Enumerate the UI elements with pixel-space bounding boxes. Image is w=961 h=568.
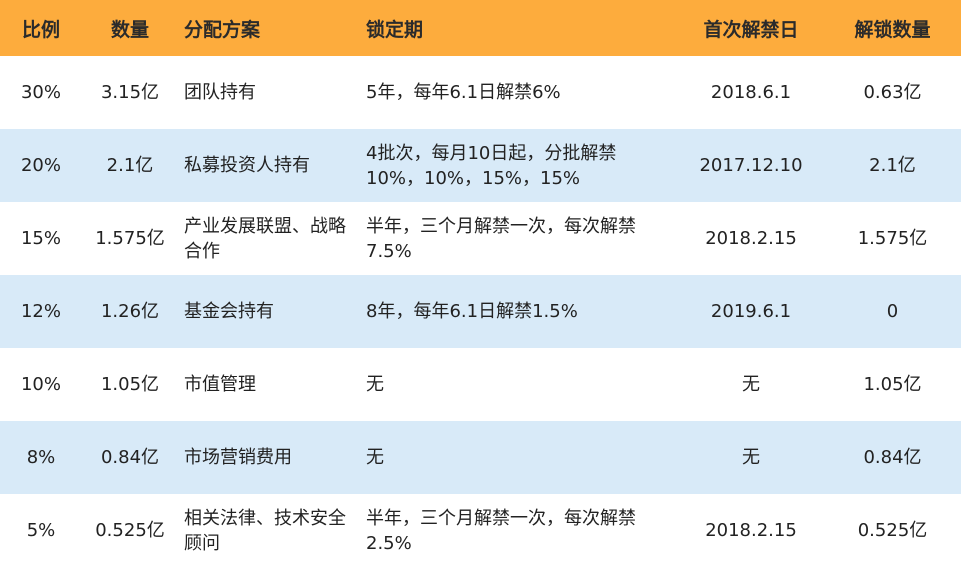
cell-first-unlock: 无 [742,374,760,395]
cell-unlock-amount: 0.525亿 [857,520,928,541]
header-amount: 数量 [110,18,149,41]
cell-ratio: 30% [20,82,61,103]
cell-lock-period: 5年，每年6.1日解禁6% [366,82,561,103]
cell-unlock-amount: 0.63亿 [863,82,922,103]
cell-lock-period: 半年，三个月解禁一次，每次解禁2.5% [366,507,636,554]
header-first-unlock: 首次解禁日 [703,18,799,41]
cell-ratio: 12% [20,301,61,322]
cell-plan: 基金会持有 [184,301,274,322]
cell-amount: 1.575亿 [95,228,165,249]
cell-ratio: 5% [26,520,56,541]
cell-ratio: 15% [20,228,61,249]
cell-plan: 相关法律、技术安全顾问 [184,507,346,554]
cell-plan: 团队持有 [184,82,256,103]
cell-plan: 市场营销费用 [184,447,292,468]
header-unlock-amount: 解锁数量 [854,18,931,41]
cell-ratio: 20% [20,155,61,176]
cell-plan: 私募投资人持有 [184,155,310,176]
cell-first-unlock: 无 [742,447,760,468]
cell-amount: 1.26亿 [100,301,160,322]
cell-plan: 市值管理 [184,374,256,395]
table-row: 30% 3.15亿 团队持有 5年，每年6.1日解禁6% 2018.6.1 0.… [0,56,961,129]
cell-amount: 3.15亿 [100,82,160,103]
cell-first-unlock: 2017.12.10 [699,155,803,176]
cell-lock-period: 8年，每年6.1日解禁1.5% [366,301,578,322]
header-plan: 分配方案 [184,18,261,41]
cell-unlock-amount: 0 [886,301,899,322]
cell-lock-period: 无 [366,374,384,395]
cell-first-unlock: 2018.6.1 [710,82,792,103]
table-row: 10% 1.05亿 市值管理 无 无 1.05亿 [0,348,961,421]
cell-unlock-amount: 0.84亿 [863,447,922,468]
cell-amount: 1.05亿 [100,374,160,395]
table-header: 比例 数量 分配方案 锁定期 首次解禁日 解锁数量 [0,0,961,56]
header-row: 比例 数量 分配方案 锁定期 首次解禁日 解锁数量 [0,0,961,56]
cell-first-unlock: 2018.2.15 [705,228,797,249]
cell-unlock-amount: 1.575亿 [857,228,928,249]
cell-amount: 0.84亿 [100,447,160,468]
cell-plan: 产业发展联盟、战略合作 [184,215,346,262]
cell-lock-period: 半年，三个月解禁一次，每次解禁7.5% [366,215,636,262]
table-row: 5% 0.525亿 相关法律、技术安全顾问 半年，三个月解禁一次，每次解禁2.5… [0,494,961,567]
cell-amount: 0.525亿 [95,520,165,541]
cell-ratio: 10% [20,374,61,395]
cell-unlock-amount: 1.05亿 [863,374,922,395]
cell-lock-period: 4批次，每月10日起，分批解禁10%，10%，15%，15% [366,142,617,189]
cell-first-unlock: 2019.6.1 [710,301,792,322]
cell-lock-period: 无 [366,447,384,468]
table-row: 15% 1.575亿 产业发展联盟、战略合作 半年，三个月解禁一次，每次解禁7.… [0,202,961,275]
cell-ratio: 8% [26,447,56,468]
table-body: 30% 3.15亿 团队持有 5年，每年6.1日解禁6% 2018.6.1 0.… [0,56,961,567]
cell-amount: 2.1亿 [106,155,154,176]
header-ratio: 比例 [21,18,60,41]
table-row: 12% 1.26亿 基金会持有 8年，每年6.1日解禁1.5% 2019.6.1… [0,275,961,348]
cell-first-unlock: 2018.2.15 [705,520,797,541]
table-row: 8% 0.84亿 市场营销费用 无 无 0.84亿 [0,421,961,494]
table-row: 20% 2.1亿 私募投资人持有 4批次，每月10日起，分批解禁10%，10%，… [0,129,961,202]
header-lock-period: 锁定期 [366,18,424,41]
cell-unlock-amount: 2.1亿 [869,155,916,176]
